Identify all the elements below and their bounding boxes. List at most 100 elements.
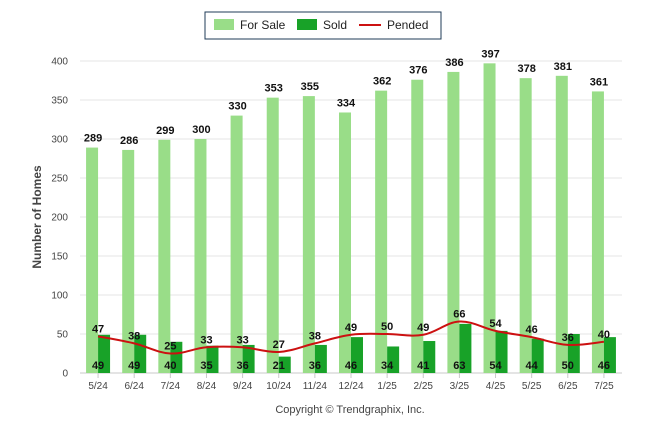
bar-for-sale	[302, 96, 315, 373]
label-pended: 36	[562, 332, 574, 344]
bar-sold	[567, 334, 580, 373]
bar-for-sale	[339, 112, 351, 373]
label-for-sale: 378	[517, 63, 535, 75]
x-tick-label: 4/25	[486, 381, 506, 392]
label-sold: 54	[489, 360, 502, 372]
label-for-sale: 286	[120, 135, 138, 147]
label-pended: 27	[273, 339, 285, 351]
label-pended: 40	[598, 329, 610, 341]
bar-sold	[278, 356, 291, 373]
bar-sold	[603, 337, 616, 373]
y-tick-label: 0	[62, 369, 68, 380]
label-for-sale: 334	[337, 97, 356, 109]
label-for-sale: 289	[84, 133, 102, 145]
bar-for-sale	[411, 79, 424, 373]
x-tick-label: 7/24	[161, 381, 181, 392]
bar-for-sale	[555, 75, 568, 373]
bar-for-sale	[230, 115, 243, 373]
y-tick-label: 350	[51, 96, 68, 107]
y-tick-label: 150	[51, 252, 68, 263]
y-tick-label: 300	[51, 135, 68, 146]
bar-for-sale	[122, 149, 135, 373]
x-tick-label: 9/24	[233, 381, 253, 392]
label-pended: 66	[453, 309, 465, 321]
label-for-sale: 300	[192, 124, 210, 136]
copyright-text: Copyright © Trendgraphix, Inc.	[275, 404, 424, 416]
data-labels: 289 49 47 286 49 38 299 40 25 300 35 33 330 36 33 353 21…	[84, 48, 610, 372]
label-for-sale: 362	[373, 76, 391, 88]
bar-sold	[206, 345, 219, 373]
x-axis-ticks: 5/24 6/24 7/24 8/24 9/24 10/24 11/24 12/24 1/25 2…	[88, 373, 614, 392]
legend-label-for-sale: For Sale	[240, 18, 286, 32]
bar-sold	[423, 341, 436, 373]
x-tick-label: 11/24	[303, 381, 328, 392]
label-pended: 38	[128, 330, 140, 342]
label-sold: 41	[417, 360, 429, 372]
y-axis-ticks: 0 50 100 150 200 250 300 350 400	[51, 57, 68, 380]
label-sold: 50	[562, 360, 574, 372]
bar-for-sale	[591, 91, 604, 374]
label-for-sale: 361	[590, 76, 608, 88]
x-tick-label: 5/25	[522, 381, 542, 392]
y-tick-label: 250	[51, 174, 68, 185]
x-tick-label: 5/24	[88, 381, 108, 392]
y-tick-label: 200	[51, 213, 68, 224]
label-sold: 49	[92, 360, 104, 372]
label-sold: 36	[309, 360, 321, 372]
label-pended: 47	[92, 323, 104, 335]
label-sold: 40	[164, 360, 176, 372]
bar-for-sale	[86, 147, 99, 373]
label-for-sale: 386	[445, 57, 463, 69]
label-pended: 33	[200, 334, 212, 346]
bar-sold	[170, 341, 183, 373]
label-pended: 33	[236, 334, 248, 346]
bar-for-sale	[483, 63, 496, 374]
bar-sold	[351, 337, 363, 373]
label-sold: 21	[273, 360, 285, 372]
label-pended: 54	[489, 318, 502, 330]
label-sold: 46	[598, 360, 610, 372]
label-sold: 35	[200, 360, 212, 372]
bar-for-sale	[194, 139, 207, 373]
label-pended: 50	[381, 321, 393, 333]
bar-for-sale	[266, 97, 279, 373]
label-sold: 46	[345, 360, 357, 372]
pended-line	[97, 320, 605, 355]
legend-swatch-for-sale	[214, 19, 234, 30]
label-pended: 49	[345, 322, 357, 334]
bar-sold	[459, 323, 472, 373]
legend-box	[204, 11, 442, 40]
label-for-sale: 397	[481, 48, 499, 60]
bar-for-sale	[375, 90, 388, 373]
label-sold: 63	[453, 360, 465, 372]
label-pended: 25	[164, 341, 176, 353]
bars	[86, 63, 616, 374]
bar-sold	[98, 334, 111, 373]
bar-for-sale	[447, 71, 460, 374]
bar-sold	[531, 338, 544, 373]
label-for-sale: 299	[156, 125, 174, 137]
label-for-sale: 376	[409, 65, 427, 77]
line-pended	[97, 320, 605, 355]
legend: For Sale Sold Pended	[204, 11, 442, 40]
label-for-sale: 330	[228, 101, 246, 113]
y-tick-label: 400	[51, 57, 68, 68]
bar-sold	[387, 346, 400, 373]
legend-label-sold: Sold	[323, 18, 347, 32]
label-sold: 34	[381, 360, 394, 372]
bar-sold	[495, 330, 508, 373]
label-sold: 36	[236, 360, 248, 372]
label-pended: 38	[309, 330, 321, 342]
label-for-sale: 355	[301, 81, 319, 93]
label-sold: 49	[128, 360, 140, 372]
label-for-sale: 353	[265, 83, 283, 95]
legend-label-pended: Pended	[387, 18, 428, 32]
bar-sold	[242, 344, 255, 373]
x-tick-label: 10/24	[266, 381, 291, 392]
x-tick-label: 2/25	[414, 381, 434, 392]
label-pended: 49	[417, 322, 429, 334]
y-tick-label: 100	[51, 291, 68, 302]
x-tick-label: 6/25	[558, 381, 578, 392]
label-pended: 46	[526, 324, 538, 336]
